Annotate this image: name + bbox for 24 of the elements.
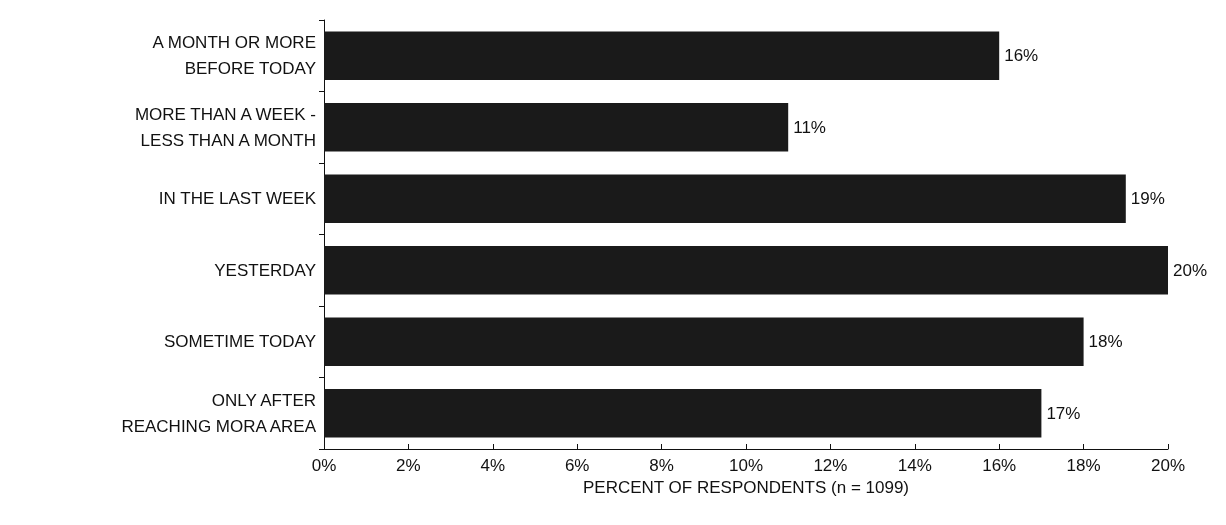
x-tick-label: 0%	[311, 456, 337, 475]
y-tick-label: ONLY AFTER REACHING MORA AREA	[121, 390, 317, 436]
x-tick-label: 4%	[480, 456, 506, 475]
y-tick-label: A MONTH OR MORE BEFORE TODAY	[152, 33, 316, 79]
data-label: 18%	[1088, 332, 1123, 352]
x-tick-label: 20%	[1150, 456, 1186, 475]
x-tick-label: 10%	[728, 456, 764, 475]
y-tick-label: SOMETIME TODAY	[163, 332, 316, 352]
data-label: 17%	[1046, 403, 1081, 423]
y-tick-label: YESTERDAY	[214, 260, 316, 280]
x-tick-label: 14%	[897, 456, 932, 475]
x-tick-label: 6%	[564, 456, 590, 475]
x-axis-title: PERCENT OF RESPONDENTS (n = 1099)	[582, 477, 910, 497]
x-tick-label: 2%	[396, 456, 421, 475]
data-label: 11%	[793, 117, 826, 137]
x-tick-label: 8%	[649, 456, 674, 475]
data-label: 16%	[1004, 46, 1039, 66]
x-tick-label: 18%	[1066, 456, 1101, 475]
y-tick-label: IN THE LAST WEEK	[158, 189, 317, 209]
y-tick-label: MORE THAN A WEEK - LESS THAN A MONTH	[134, 104, 316, 150]
x-tick-label: 12%	[813, 456, 848, 475]
data-label: 19%	[1130, 189, 1165, 209]
x-tick-label: 16%	[982, 456, 1017, 475]
data-label: 20%	[1173, 260, 1208, 280]
